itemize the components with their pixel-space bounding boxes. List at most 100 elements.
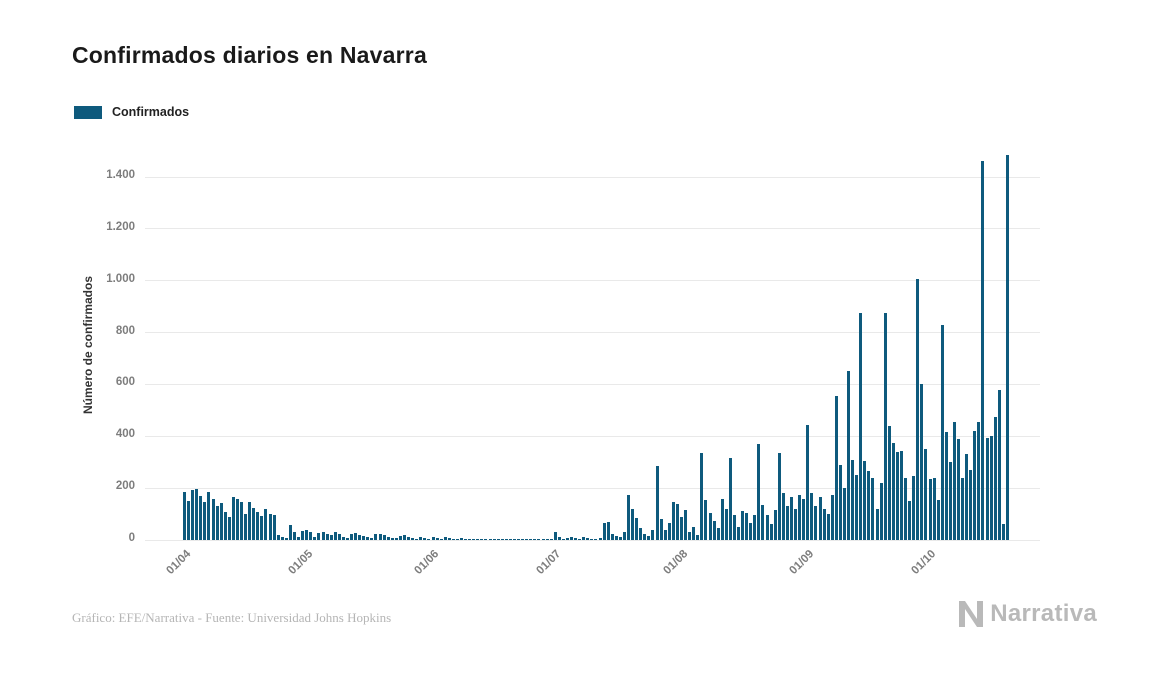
bar <box>871 477 875 540</box>
y-tick-label: 400 <box>115 428 135 441</box>
bar <box>582 537 586 540</box>
bar <box>961 477 965 540</box>
bar <box>280 536 284 540</box>
bar <box>443 537 447 540</box>
bar <box>472 538 476 540</box>
bar <box>598 537 602 540</box>
bar <box>838 464 842 540</box>
bar <box>333 532 337 540</box>
bar <box>537 538 541 540</box>
bar <box>374 534 378 540</box>
bar <box>549 538 553 540</box>
bar <box>570 536 574 540</box>
bar <box>402 535 406 540</box>
bar <box>973 431 977 540</box>
bar <box>887 425 891 540</box>
bar <box>504 538 508 540</box>
bar <box>578 538 582 540</box>
bar <box>965 454 969 540</box>
bar <box>716 528 720 540</box>
bar <box>215 506 219 540</box>
bar <box>586 537 590 540</box>
bar <box>659 519 663 540</box>
bar <box>618 537 622 540</box>
bar <box>924 449 928 540</box>
bar <box>781 493 785 540</box>
bar <box>655 466 659 540</box>
bar <box>732 515 736 540</box>
bar <box>325 533 329 540</box>
bar <box>305 530 309 540</box>
bar <box>635 517 639 540</box>
gridline <box>145 487 1040 489</box>
bar <box>875 508 879 540</box>
bar <box>317 532 321 540</box>
y-tick-label: 1.000 <box>106 272 135 285</box>
bar <box>993 416 997 540</box>
bar <box>415 538 419 540</box>
y-axis-title: Número de confirmados <box>81 275 95 415</box>
bar <box>431 536 435 540</box>
bar <box>932 477 936 540</box>
bar <box>423 537 427 540</box>
bar <box>419 536 423 540</box>
bar <box>724 508 728 540</box>
bar <box>492 538 496 540</box>
bar <box>948 462 952 540</box>
bar <box>1005 154 1009 540</box>
y-tick-label: 600 <box>115 376 135 389</box>
bar <box>370 537 374 540</box>
bar <box>521 538 525 540</box>
bar <box>610 533 614 540</box>
bar <box>863 460 867 540</box>
bar <box>496 538 500 540</box>
bar <box>468 538 472 540</box>
bar <box>700 453 704 540</box>
bar <box>533 538 537 540</box>
bar <box>358 534 362 540</box>
bar <box>447 538 451 540</box>
bar <box>908 501 912 540</box>
bar <box>329 535 333 540</box>
x-tick-label: 01/10 <box>909 548 939 577</box>
bar <box>488 538 492 540</box>
bar <box>879 482 883 540</box>
bar <box>264 509 268 540</box>
bar <box>195 489 199 540</box>
bar <box>354 532 358 540</box>
bar <box>525 538 529 540</box>
bar <box>969 470 973 540</box>
bar <box>761 505 765 540</box>
y-tick-label: 1.400 <box>106 169 135 181</box>
bar <box>590 538 594 540</box>
y-tick-label: 0 <box>128 532 135 544</box>
bar <box>728 458 732 540</box>
bar <box>288 524 292 540</box>
bar <box>435 537 439 540</box>
bar <box>765 515 769 540</box>
x-tick-label: 01/08 <box>661 548 690 577</box>
bar <box>574 538 578 540</box>
narrativa-n-icon <box>959 601 984 627</box>
bar <box>227 516 231 540</box>
bar <box>541 538 545 540</box>
bar <box>366 537 370 540</box>
bar <box>260 516 264 540</box>
bar <box>794 508 798 540</box>
bar <box>407 536 411 540</box>
bar <box>847 371 851 540</box>
bar <box>561 538 565 540</box>
bar <box>276 534 280 540</box>
y-tick-label: 200 <box>115 480 135 493</box>
bar <box>545 538 549 540</box>
bar <box>859 313 863 540</box>
bar <box>187 501 191 540</box>
legend-item-confirmados[interactable]: Confirmados <box>74 105 189 119</box>
bar <box>606 521 610 540</box>
bar <box>981 161 985 540</box>
bar <box>484 538 488 540</box>
bar <box>891 442 895 540</box>
bar <box>957 438 961 540</box>
bar <box>745 512 749 540</box>
bar <box>741 511 745 540</box>
